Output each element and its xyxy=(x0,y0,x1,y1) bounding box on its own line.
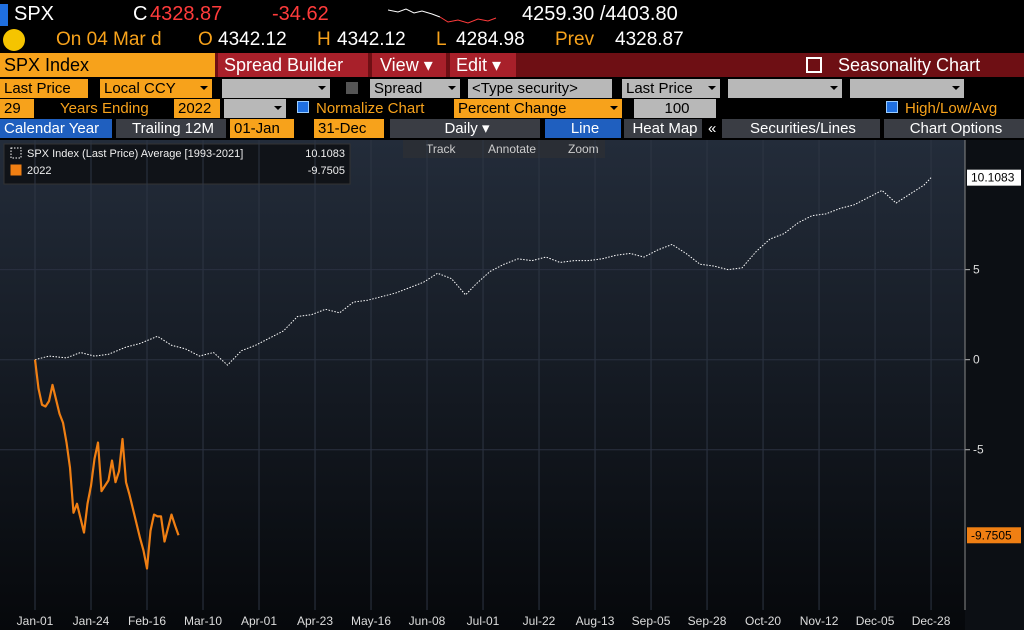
sparkline xyxy=(388,8,497,24)
legend-swatch xyxy=(10,147,22,159)
collapse-button[interactable]: « xyxy=(708,120,717,137)
x-tick-label: May-16 xyxy=(351,614,391,628)
last-value-label: 10.1083 xyxy=(971,171,1015,185)
y-tick-label: 5 xyxy=(973,263,980,277)
day-range: 4259.30 /4403.80 xyxy=(522,3,678,25)
line-tab[interactable]: Line xyxy=(545,119,621,138)
net-change: -34.62 xyxy=(272,3,329,25)
chart-tools xyxy=(403,140,605,158)
x-tick-label: Sep-05 xyxy=(632,614,671,628)
low-label: L xyxy=(436,29,447,50)
x-tick-label: Feb-16 xyxy=(128,614,166,628)
period-select[interactable]: Daily ▾ xyxy=(390,119,540,138)
y-tick-label: 0 xyxy=(973,353,980,367)
last-value-label: -9.7505 xyxy=(971,528,1012,542)
x-tick-label: Apr-23 xyxy=(297,614,333,628)
security-field[interactable]: SPX Index xyxy=(0,53,215,77)
securities-lines-button[interactable]: Securities/Lines xyxy=(722,119,880,138)
hla-label: High/Low/Avg xyxy=(905,100,998,117)
x-tick-label: Jul-01 xyxy=(467,614,500,628)
security-marker xyxy=(0,4,8,26)
end-year-input[interactable]: 2022 xyxy=(174,99,220,118)
close-label: C xyxy=(133,3,148,25)
x-tick-label: Jan-01 xyxy=(17,614,54,628)
last-value-box xyxy=(967,527,1021,544)
end-date[interactable]: 31-Dec xyxy=(314,119,384,138)
legend-value: 10.1083 xyxy=(305,148,345,160)
annotate-tool[interactable]: Annotate xyxy=(488,142,536,156)
series-line xyxy=(34,177,932,366)
spread-select[interactable]: Spread xyxy=(370,79,460,98)
legend xyxy=(3,143,351,185)
legend-label: 2022 xyxy=(27,165,51,177)
chart-options-button[interactable]: Chart Options xyxy=(884,119,1024,138)
heat-map-tab[interactable]: Heat Map xyxy=(624,119,702,138)
spread-checkbox[interactable] xyxy=(346,82,358,94)
open-label: O xyxy=(198,29,213,50)
calendar-year-tab[interactable]: Calendar Year xyxy=(0,119,112,138)
blank-select[interactable] xyxy=(728,79,842,98)
field2-select[interactable]: Last Price xyxy=(622,79,720,98)
x-tick-label: Jul-22 xyxy=(523,614,556,628)
x-tick-label: Mar-10 xyxy=(184,614,222,628)
x-tick-label: Aug-13 xyxy=(576,614,615,628)
x-tick-label: Jan-24 xyxy=(73,614,110,628)
x-tick-label: Nov-12 xyxy=(800,614,839,628)
legend-value: -9.7505 xyxy=(308,165,345,177)
years-input[interactable]: 29 xyxy=(0,99,34,118)
legend-swatch xyxy=(10,164,22,176)
x-tick-label: Dec-28 xyxy=(912,614,951,628)
popout-icon[interactable] xyxy=(806,57,822,73)
hla-checkbox[interactable] xyxy=(886,101,898,113)
view-menu[interactable]: View ▾ xyxy=(372,53,446,77)
open: 4342.12 xyxy=(218,29,287,50)
zoom-tool[interactable]: Zoom xyxy=(568,142,599,156)
blank-select[interactable] xyxy=(222,79,330,98)
percent-change-select[interactable]: Percent Change xyxy=(454,99,622,118)
date: On 04 Mar d xyxy=(56,29,162,50)
type-security-input[interactable]: <Type security> xyxy=(468,79,612,98)
blank-select[interactable] xyxy=(224,99,286,118)
years-ending-label: Years Ending xyxy=(60,100,149,117)
y-tick-label: -5 xyxy=(973,443,984,457)
x-tick-label: Jun-08 xyxy=(409,614,446,628)
track-tool[interactable]: Track xyxy=(426,142,457,156)
start-date[interactable]: 01-Jan xyxy=(230,119,294,138)
spread-builder-button[interactable]: Spread Builder xyxy=(218,53,368,77)
low: 4284.98 xyxy=(456,29,525,50)
currency-select[interactable]: Local CCY xyxy=(100,79,212,98)
ticker: SPX xyxy=(14,3,55,25)
x-tick-label: Dec-05 xyxy=(856,614,895,628)
base-input[interactable]: 100 xyxy=(634,99,716,118)
last-price: 4328.87 xyxy=(150,3,223,25)
field-select[interactable]: Last Price xyxy=(0,79,88,98)
normalize-label: Normalize Chart xyxy=(316,100,425,117)
edit-menu[interactable]: Edit ▾ xyxy=(450,53,516,77)
prev: 4328.87 xyxy=(615,29,684,50)
axis-area xyxy=(965,140,1024,630)
x-tick-label: Oct-20 xyxy=(745,614,781,628)
blank-select[interactable] xyxy=(850,79,964,98)
clock-icon[interactable] xyxy=(3,29,25,51)
legend-label: SPX Index (Last Price) Average [1993-202… xyxy=(27,148,243,160)
x-tick-label: Sep-28 xyxy=(688,614,727,628)
plot-area xyxy=(0,140,965,630)
high: 4342.12 xyxy=(337,29,406,50)
series-line xyxy=(33,359,180,570)
function-title: Seasonality Chart xyxy=(838,55,981,75)
normalize-checkbox[interactable] xyxy=(297,101,309,113)
x-tick-label: Apr-01 xyxy=(241,614,277,628)
high-label: H xyxy=(317,29,331,50)
last-value-box xyxy=(967,169,1021,186)
trailing-tab[interactable]: Trailing 12M xyxy=(116,119,226,138)
prev-label: Prev xyxy=(555,29,595,50)
